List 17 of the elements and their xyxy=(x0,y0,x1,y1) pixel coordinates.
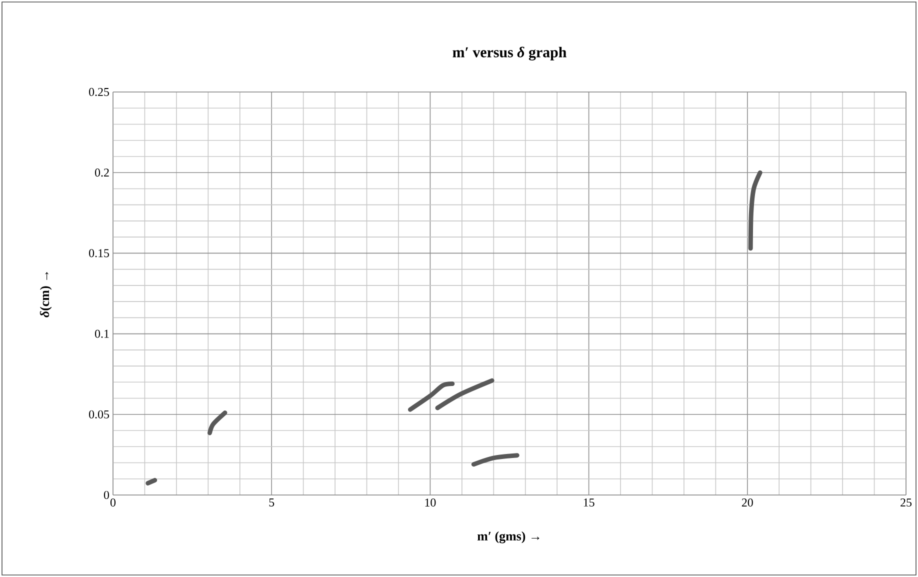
y-tick-label: 0.25 xyxy=(89,88,110,96)
y-tick-label: 0.2 xyxy=(94,168,109,177)
line-series xyxy=(748,170,762,251)
x-tick-label: 10 xyxy=(425,498,436,507)
x-tick-label: 20 xyxy=(742,498,753,507)
x-tick-label: 5 xyxy=(269,498,274,506)
x-tick-label: 15 xyxy=(584,498,594,507)
chart-title: m′ versus δ graph xyxy=(452,46,566,60)
y-tick-label: 0 xyxy=(104,490,110,500)
line-series xyxy=(408,382,455,412)
x-tick-label: 25 xyxy=(900,498,912,507)
y-axis-title: δ(cm) → xyxy=(40,272,52,318)
y-tick-label: 0.05 xyxy=(89,410,110,418)
x-axis-title: m′ (gms) → xyxy=(477,531,540,544)
y-tick-label: 0.1 xyxy=(94,330,109,338)
y-tick-label: 0.15 xyxy=(89,249,110,258)
x-tick-label: 0 xyxy=(110,498,116,507)
